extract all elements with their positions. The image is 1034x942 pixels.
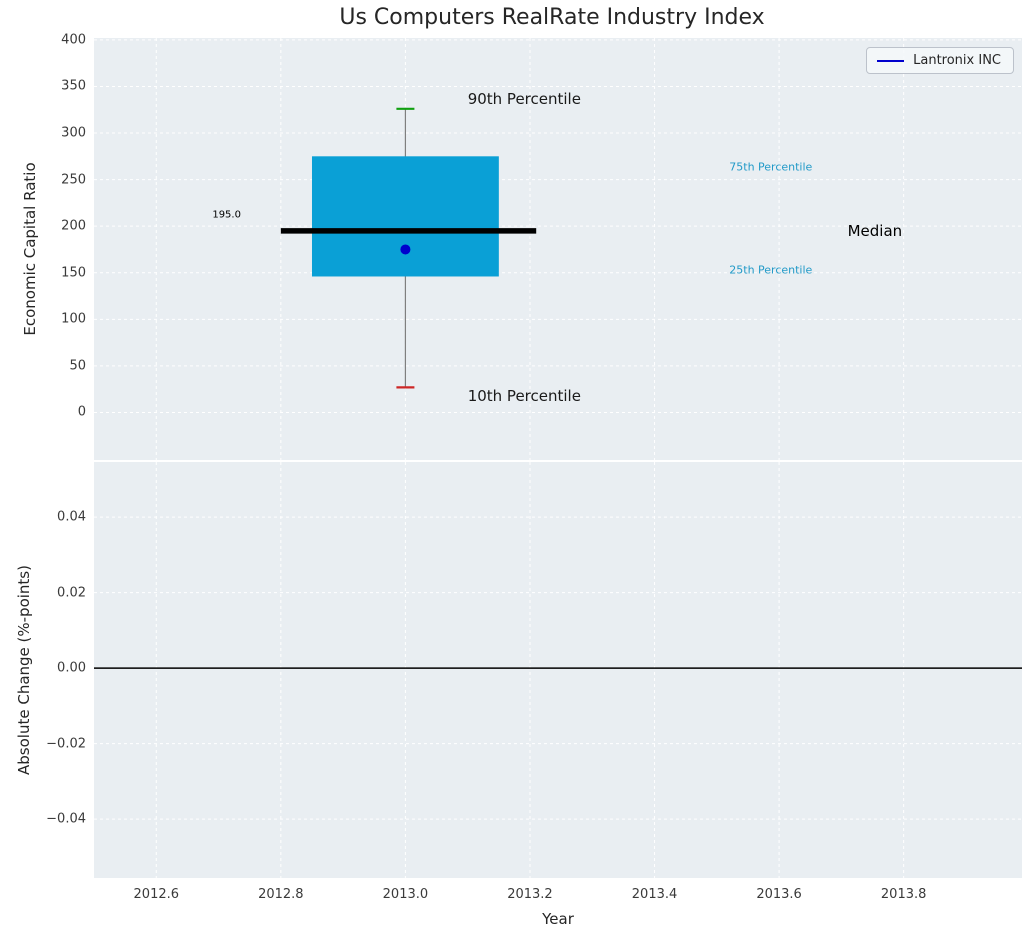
top-y-tick-label: 400: [61, 32, 86, 48]
top-axes: [94, 38, 1022, 460]
iqr-box: [311, 156, 499, 277]
legend: Lantronix INC: [866, 47, 1014, 74]
top-y-tick-label: 250: [61, 172, 86, 188]
bottom-y-tick-label: 0.00: [57, 660, 86, 676]
top-y-tick-label: 200: [61, 218, 86, 234]
top-y-tick-label: 100: [61, 311, 86, 327]
bottom-axes: [94, 462, 1022, 878]
x-tick-label: 2013.2: [507, 887, 553, 902]
bottom-y-axis-label: Absolute Change (%-points): [15, 565, 33, 775]
bottom-y-tick-label: −0.02: [46, 736, 86, 752]
top-y-tick-label: 50: [69, 358, 86, 374]
top-y-tick-label: 150: [61, 265, 86, 281]
x-axis-label: Year: [542, 910, 574, 928]
annotation-p25-label: 25th Percentile: [729, 263, 813, 277]
annotation-p90-label: 90th Percentile: [467, 90, 581, 109]
top-y-tick-label: 300: [61, 125, 86, 141]
x-tick-label: 2013.4: [631, 887, 678, 902]
x-tick-label: 2013.0: [382, 887, 429, 902]
company-value-dot: [400, 244, 411, 255]
chart-title: Us Computers RealRate Industry Index: [339, 5, 765, 30]
annotation-p75-label: 75th Percentile: [729, 160, 813, 174]
bottom-y-tick-label: 0.04: [57, 509, 86, 525]
bottom-y-tick-label: −0.04: [46, 811, 86, 827]
x-tick-label: 2013.8: [880, 887, 927, 902]
top-y-tick-label: 0: [77, 404, 86, 420]
x-tick-label: 2012.6: [133, 887, 180, 902]
legend-series-label: Lantronix INC: [913, 53, 1001, 68]
top-plot-canvas: [94, 38, 1022, 460]
annotation-median-label: Median: [847, 221, 903, 240]
annotation-median-value-label: 195.0: [212, 209, 241, 221]
legend-line-sample-icon: [877, 59, 905, 62]
x-tick-label: 2012.8: [258, 887, 304, 902]
bottom-plot-canvas: [94, 462, 1022, 878]
bottom-y-tick-label: 0.02: [57, 585, 86, 601]
top-y-tick-label: 350: [61, 78, 86, 94]
annotation-p10-label: 10th Percentile: [467, 386, 581, 405]
top-y-axis-label: Economic Capital Ratio: [21, 162, 39, 336]
x-tick-label: 2013.6: [756, 887, 802, 902]
